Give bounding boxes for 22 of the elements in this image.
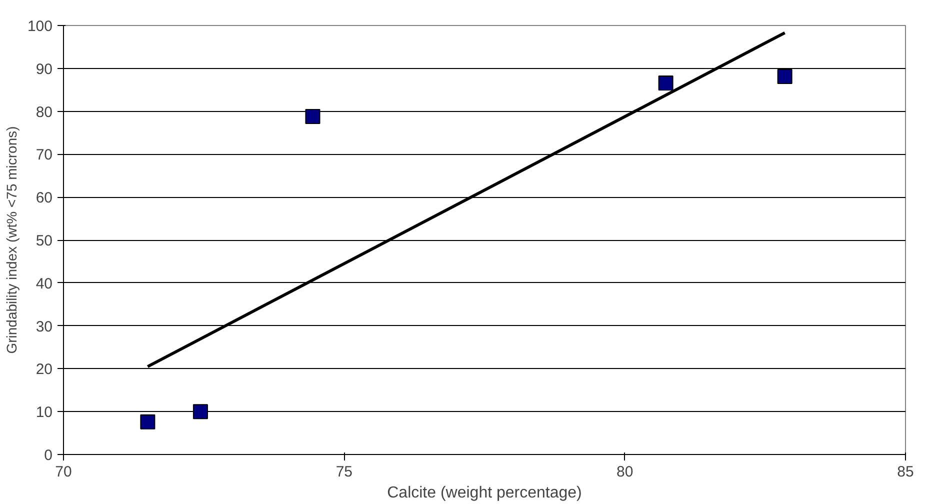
y-tick-label: 40 bbox=[36, 275, 53, 292]
x-tick-label: 70 bbox=[55, 464, 72, 480]
y-tick-label: 100 bbox=[27, 18, 53, 35]
y-tick-label: 80 bbox=[36, 104, 53, 121]
y-tick-label: 0 bbox=[44, 447, 52, 464]
y-tick-label: 50 bbox=[36, 232, 53, 250]
y-tick-label: 30 bbox=[36, 318, 53, 336]
point bbox=[777, 69, 792, 84]
x-tick-label: 85 bbox=[897, 464, 914, 480]
y-tick-label: 60 bbox=[36, 190, 53, 207]
point bbox=[658, 75, 674, 90]
x-tick-label: 80 bbox=[616, 464, 634, 480]
point bbox=[305, 108, 320, 124]
point bbox=[192, 404, 208, 420]
y-axis-title: Grindability index (wt% <75 microns) bbox=[3, 126, 20, 354]
y-tick-label: 70 bbox=[36, 146, 53, 164]
x-tick-label: 75 bbox=[336, 464, 353, 480]
y-tick-label: 90 bbox=[36, 60, 53, 78]
point bbox=[140, 414, 156, 430]
y-tick-label: 10 bbox=[36, 404, 53, 422]
y-tick-label: 20 bbox=[36, 361, 53, 378]
x-axis-title: Calcite (weight percentage) bbox=[387, 484, 582, 502]
